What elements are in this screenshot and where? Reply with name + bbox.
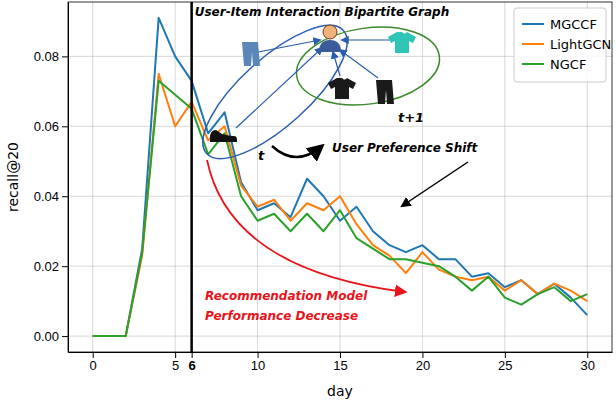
annotation: t [258,148,265,163]
item-icon [328,78,356,99]
grid-line [68,266,612,267]
legend-label: MGCCF [550,17,597,32]
tick-label: 30 [581,358,595,373]
tick-mark [175,352,176,358]
tick-mark [422,352,423,358]
x-axis: 0 56 10 15 20 25 30 [69,352,613,373]
tick-mark [587,352,588,358]
tick-label: 0.08 [34,49,59,64]
grid-line [68,126,612,127]
axis-line [68,3,69,353]
tick-label: 0.06 [34,119,59,134]
arrow [333,52,340,76]
y-axis: 0.00 0.02 0.04 0.06 0.08 [34,3,69,353]
tick: 10 [251,352,265,373]
series-line [93,74,588,336]
item-icon [388,32,416,53]
vertical-line [190,2,193,352]
tick: 5 [172,352,179,373]
tick-label: 0.04 [34,189,59,204]
arrow [342,39,390,40]
grid-line [92,2,93,352]
tick-mark [93,352,94,358]
y-axis-title: recall@20 [5,142,21,212]
tick-label: 0 [90,358,97,373]
user-icon [323,25,337,39]
x-axis-title: day [327,383,353,399]
tick: 0 [90,352,97,373]
arrow [340,50,378,78]
tick-mark [258,352,259,358]
tick-label: 10 [251,358,265,373]
chart: 0 56 10 15 20 25 30 0.00 0.02 0.04 0.06 0.08 day reca… [0,0,616,406]
tick-mark [340,352,341,358]
tick-mark [62,266,68,267]
tick: 15 [333,352,347,373]
annotation: Performance Decrease [205,309,358,323]
tick-mark [62,196,68,197]
item-icon [210,130,237,142]
item-icon [376,80,394,104]
tick-label: 0.00 [34,329,59,344]
series-line [93,81,588,336]
tick-mark [505,352,506,358]
tick: 30 [581,352,595,373]
tick-label: 0.02 [34,259,59,274]
legend-swatch [522,43,544,45]
arrow [272,146,322,157]
tick-label: 6 [189,358,196,373]
inset-graph: User-Item Interaction Bipartite Graph t t+… [184,5,479,323]
grid-line [191,2,192,352]
legend-swatch [522,23,544,25]
tick: 0.04 [34,189,68,204]
legend-label: LightGCN [550,37,611,52]
tick-label: 20 [416,358,430,373]
tick: 0.06 [34,119,68,134]
arrow [207,160,405,292]
legend-swatch [522,63,544,65]
tick: 0.00 [34,329,68,344]
tick: 20 [416,352,430,373]
plot-area [93,2,588,352]
group-ellipse [291,18,444,113]
legend-label: NGCF [550,57,586,72]
tick-label: 5 [172,358,179,373]
grid-line [504,2,505,352]
user-icon [319,40,341,52]
tick-mark [192,352,193,358]
annotation: Recommendation Model [205,289,368,303]
tick: 0.02 [34,259,68,274]
tick-label: 25 [498,358,512,373]
tick-label: 15 [333,358,347,373]
plot-frame [68,2,612,352]
annotation: User Preference Shift [332,141,479,155]
tick: 6 [189,352,196,373]
item-icon [242,42,260,66]
tick-mark [62,336,68,337]
legend: MGCCF LightGCN NGCF [514,8,611,82]
annotation: t+1 [398,110,424,125]
annotation: User-Item Interaction Bipartite Graph [195,5,450,19]
grid-line [68,336,612,337]
arrow [402,162,468,206]
arrow [258,40,320,52]
grid [68,2,612,352]
tick: 25 [498,352,512,373]
tick-mark [62,56,68,57]
tick-mark [62,126,68,127]
grid-line [422,2,423,352]
tick: 0.08 [34,49,68,64]
